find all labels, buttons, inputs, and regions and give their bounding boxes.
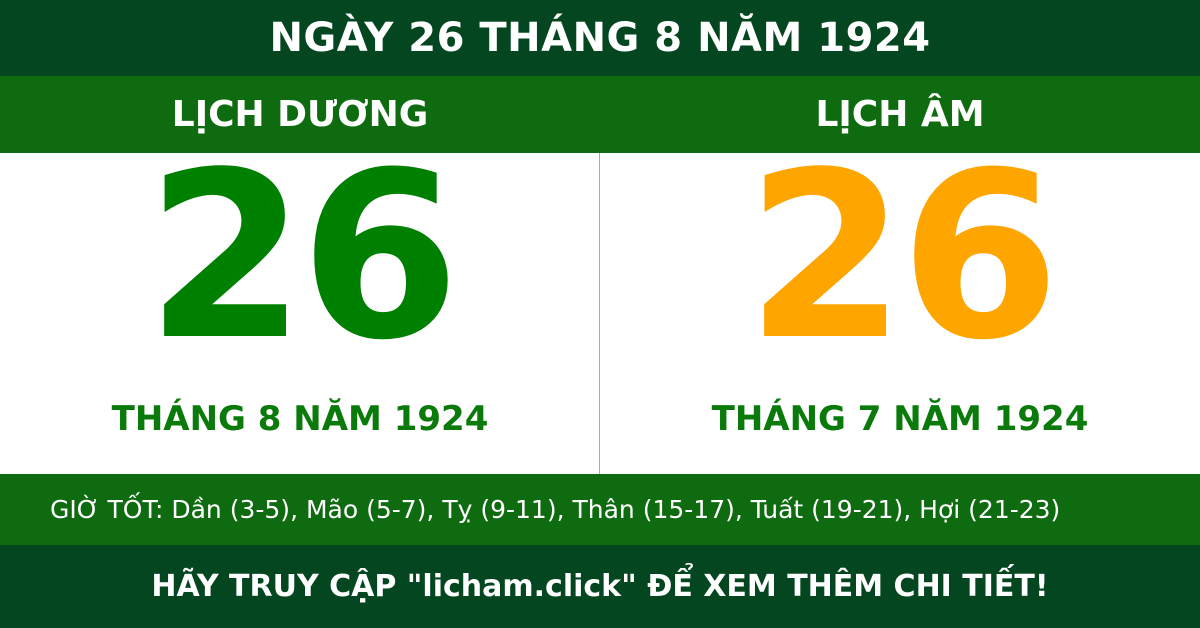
lunar-heading: LỊCH ÂM <box>815 94 985 135</box>
lunar-month-year: THÁNG 7 NĂM 1924 <box>711 399 1089 439</box>
solar-heading: LỊCH DƯƠNG <box>171 94 429 135</box>
calendar-body: 26 THÁNG 8 NĂM 1924 26 THÁNG 7 NĂM 1924 <box>0 143 1200 474</box>
good-hours: GIỜ TỐT: Dần (3-5), Mão (5-7), Tỵ (9-11)… <box>0 474 1200 545</box>
solar-month-year: THÁNG 8 NĂM 1924 <box>111 399 489 439</box>
lunar-day: 26 <box>745 124 1060 391</box>
column-headers: LỊCH DƯƠNG LỊCH ÂM <box>0 76 1200 153</box>
footer-cta: HÃY TRUY CẬP "licham.click" ĐỂ XEM THÊM … <box>0 545 1200 628</box>
solar-day: 26 <box>145 124 460 391</box>
solar-column: 26 THÁNG 8 NĂM 1924 <box>0 143 600 474</box>
page-title: NGÀY 26 THÁNG 8 NĂM 1924 <box>0 0 1200 76</box>
lunar-column: 26 THÁNG 7 NĂM 1924 <box>600 143 1200 474</box>
column-divider <box>599 153 600 474</box>
